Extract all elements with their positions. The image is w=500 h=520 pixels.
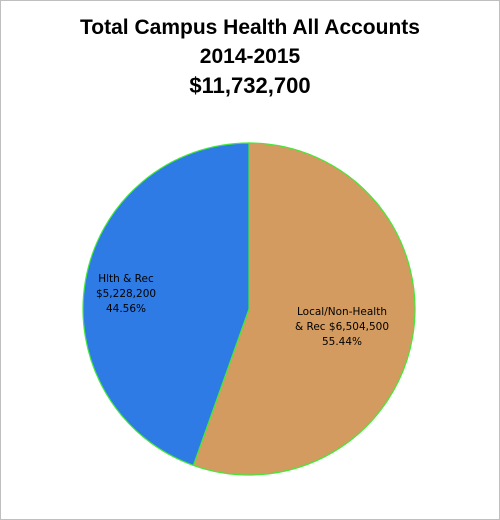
slice-label-line: 44.56%: [106, 303, 146, 315]
chart-title: Total Campus Health All Accounts 2014-20…: [1, 13, 499, 100]
chart-title-line-3: $11,732,700: [189, 73, 311, 98]
slice-label-line: 55.44%: [322, 336, 362, 348]
slice-label-1: Hlth & Rec $5,228,200 44.56%: [96, 273, 156, 315]
chart-title-line-1: Total Campus Health All Accounts: [80, 16, 420, 39]
slice-label-line: $5,228,200: [96, 288, 156, 300]
slice-label-line: Local/Non-Health: [297, 306, 387, 318]
slice-label-line: Hlth & Rec: [98, 273, 154, 285]
chart-title-line-2: 2014-2015: [199, 45, 301, 68]
pie-slice-1: [82, 142, 250, 467]
pie-slice-0: [192, 142, 416, 476]
slice-label-0: Local/Non-Health & Rec $6,504,500 55.44%: [295, 306, 389, 348]
slice-label-line: & Rec $6,504,500: [295, 321, 389, 333]
